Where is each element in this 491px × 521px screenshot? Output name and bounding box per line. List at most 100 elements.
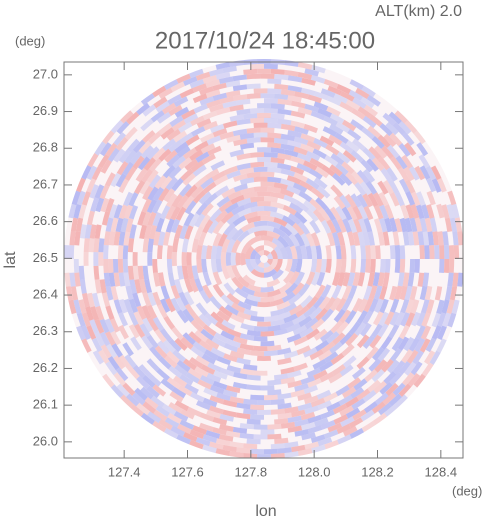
field-cell: [253, 230, 268, 237]
field-cell: [417, 272, 425, 287]
field-cell: [352, 205, 363, 220]
field-cell: [231, 264, 241, 279]
field-cell: [347, 206, 358, 221]
field-cell: [239, 432, 254, 440]
field-cell: [260, 296, 275, 303]
field-cell: [290, 245, 298, 259]
field-cell: [246, 384, 261, 391]
field-cell: [243, 398, 258, 405]
field-cell: [447, 190, 457, 206]
field-cell: [142, 265, 149, 280]
field-cell: [310, 318, 325, 331]
field-cell: [255, 259, 262, 266]
field-cell: [363, 297, 374, 313]
field-cell: [225, 385, 241, 394]
field-cell: [220, 251, 227, 267]
field-cell: [287, 415, 302, 423]
field-cell: [371, 369, 385, 383]
field-cell: [294, 126, 309, 135]
field-cell: [237, 207, 252, 218]
altitude-label: ALT(km) 2.0: [375, 3, 462, 20]
field-cell: [282, 302, 297, 314]
field-cell: [237, 275, 250, 288]
field-cell: [231, 276, 244, 290]
field-cell: [81, 325, 91, 340]
field-cell: [287, 129, 302, 138]
field-cell: [336, 423, 351, 434]
field-cell: [236, 347, 251, 356]
field-cell: [221, 319, 236, 331]
field-cell: [211, 336, 226, 348]
field-cell: [182, 308, 195, 323]
field-cell: [333, 93, 349, 104]
field-cell: [363, 205, 374, 221]
field-cell: [192, 341, 207, 354]
field-cell: [110, 330, 122, 346]
field-cell: [215, 245, 223, 259]
field-cell: [250, 117, 264, 124]
field-cell: [134, 387, 148, 401]
field-cell: [87, 153, 99, 168]
field-cell: [382, 231, 390, 246]
field-cell: [78, 299, 87, 314]
field-cell: [234, 287, 249, 299]
field-cell: [290, 389, 305, 398]
field-cell: [160, 175, 173, 190]
field-cell: [224, 304, 239, 316]
field-cell: [136, 402, 150, 416]
field-cell: [260, 181, 275, 188]
field-cell: [202, 110, 218, 121]
field-cell: [212, 417, 228, 426]
field-cell: [321, 219, 332, 234]
field-cell: [226, 90, 241, 98]
field-cell: [335, 245, 342, 259]
field-cell: [369, 334, 382, 349]
field-cell: [348, 417, 364, 429]
field-cell: [219, 423, 234, 432]
field-cell: [421, 299, 430, 314]
field-cell: [245, 259, 255, 273]
field-cell: [457, 272, 464, 287]
field-cell: [421, 204, 430, 219]
field-cell: [267, 176, 282, 184]
field-cell: [291, 409, 306, 418]
field-cell: [383, 371, 397, 385]
field-cell: [160, 205, 171, 220]
field-cell: [384, 217, 393, 233]
field-cell: [219, 413, 234, 422]
field-cell: [305, 328, 320, 340]
field-cell: [270, 147, 285, 154]
field-cell: [422, 272, 430, 287]
field-cell: [236, 311, 252, 321]
field-cell: [147, 317, 159, 332]
field-cell: [394, 110, 408, 124]
field-cell: [170, 425, 185, 437]
field-cell: [138, 364, 152, 378]
field-cell: [149, 158, 162, 172]
radar-field: [64, 58, 464, 460]
field-cell: [190, 115, 205, 126]
field-cell: [273, 217, 288, 227]
field-cell: [219, 367, 235, 377]
field-cell: [200, 177, 215, 190]
field-cell: [374, 298, 384, 313]
field-cell: [250, 63, 264, 70]
field-cell: [240, 252, 247, 266]
field-cell: [404, 361, 417, 376]
field-cell: [132, 392, 146, 406]
field-cell: [179, 88, 195, 99]
field-cell: [193, 103, 208, 114]
field-cell: [323, 392, 338, 403]
field-cell: [310, 232, 321, 247]
field-cell: [253, 220, 268, 227]
field-cell: [142, 104, 157, 117]
field-cell: [287, 75, 303, 83]
field-cell: [321, 341, 336, 354]
field-cell: [452, 272, 459, 287]
field-cell: [99, 331, 111, 347]
field-cell: [332, 403, 348, 415]
field-cell: [186, 406, 202, 417]
field-cell: [340, 245, 347, 259]
field-cell: [257, 201, 271, 207]
field-cell: [93, 265, 100, 280]
